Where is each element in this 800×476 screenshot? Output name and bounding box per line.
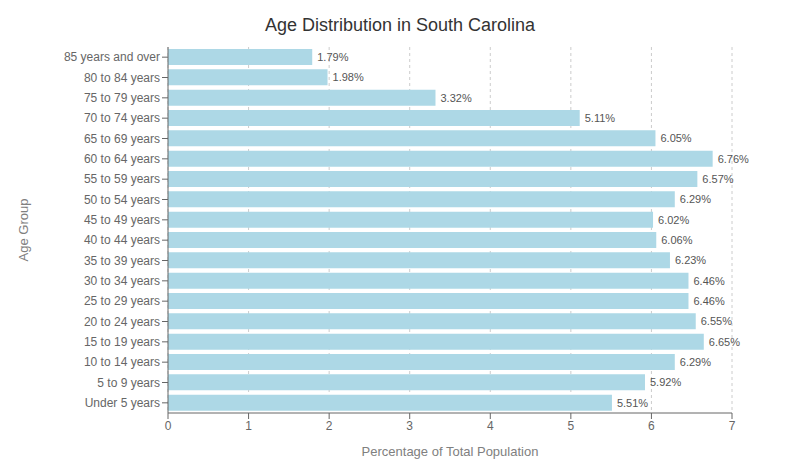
svg-text:3.32%: 3.32%: [440, 92, 471, 104]
svg-text:70 to 74 years: 70 to 74 years: [84, 111, 160, 125]
svg-text:50 to 54 years: 50 to 54 years: [84, 193, 160, 207]
svg-text:6.65%: 6.65%: [709, 336, 740, 348]
svg-text:25 to 29 years: 25 to 29 years: [84, 294, 160, 308]
svg-text:75 to 79 years: 75 to 79 years: [84, 91, 160, 105]
svg-text:10 to 14 years: 10 to 14 years: [84, 355, 160, 369]
svg-text:35 to 39 years: 35 to 39 years: [84, 254, 160, 268]
svg-text:6.23%: 6.23%: [675, 254, 706, 266]
svg-text:5: 5: [568, 419, 575, 433]
svg-text:30 to 34 years: 30 to 34 years: [84, 274, 160, 288]
svg-text:20 to 24 years: 20 to 24 years: [84, 315, 160, 329]
svg-text:5.51%: 5.51%: [617, 397, 648, 409]
html-text:Age Distribution in South Caro: Age Distribution in South Carolina: [264, 15, 536, 35]
svg-text:6.05%: 6.05%: [660, 132, 691, 144]
svg-text:6.06%: 6.06%: [661, 234, 692, 246]
svg-text:6.57%: 6.57%: [702, 173, 733, 185]
svg-text:2: 2: [326, 419, 333, 433]
svg-text:Under 5 years: Under 5 years: [85, 396, 160, 410]
svg-text:15 to 19 years: 15 to 19 years: [84, 335, 160, 349]
svg-text:1.79%: 1.79%: [317, 51, 348, 63]
svg-text:60 to 64 years: 60 to 64 years: [84, 152, 160, 166]
svg-text:5 to 9 years: 5 to 9 years: [97, 376, 160, 390]
svg-text:6.29%: 6.29%: [680, 193, 711, 205]
svg-text:55 to 59 years: 55 to 59 years: [84, 172, 160, 186]
svg-text:1.98%: 1.98%: [333, 71, 364, 83]
svg-text:7: 7: [729, 419, 736, 433]
svg-text:6.55%: 6.55%: [701, 315, 732, 327]
svg-text:45 to 49 years: 45 to 49 years: [84, 213, 160, 227]
svg-text:6.46%: 6.46%: [693, 275, 724, 287]
svg-text:Age Group: Age Group: [16, 199, 31, 262]
svg-text:5.92%: 5.92%: [650, 376, 681, 388]
svg-text:3: 3: [406, 419, 413, 433]
svg-text:40 to 44 years: 40 to 44 years: [84, 233, 160, 247]
svg-text:6: 6: [648, 419, 655, 433]
svg-text:Percentage of Total Population: Percentage of Total Population: [362, 444, 539, 459]
svg-text:0: 0: [165, 419, 172, 433]
svg-text:6.02%: 6.02%: [658, 214, 689, 226]
svg-text:6.76%: 6.76%: [718, 153, 749, 165]
svg-text:85 years and over: 85 years and over: [64, 50, 160, 64]
svg-text:80 to 84 years: 80 to 84 years: [84, 71, 160, 85]
svg-text:6.46%: 6.46%: [693, 295, 724, 307]
svg-text:5.11%: 5.11%: [585, 112, 616, 124]
svg-text:65 to 69 years: 65 to 69 years: [84, 132, 160, 146]
svg-text:6.29%: 6.29%: [680, 356, 711, 368]
svg-text:4: 4: [487, 419, 494, 433]
svg-text:1: 1: [245, 419, 252, 433]
